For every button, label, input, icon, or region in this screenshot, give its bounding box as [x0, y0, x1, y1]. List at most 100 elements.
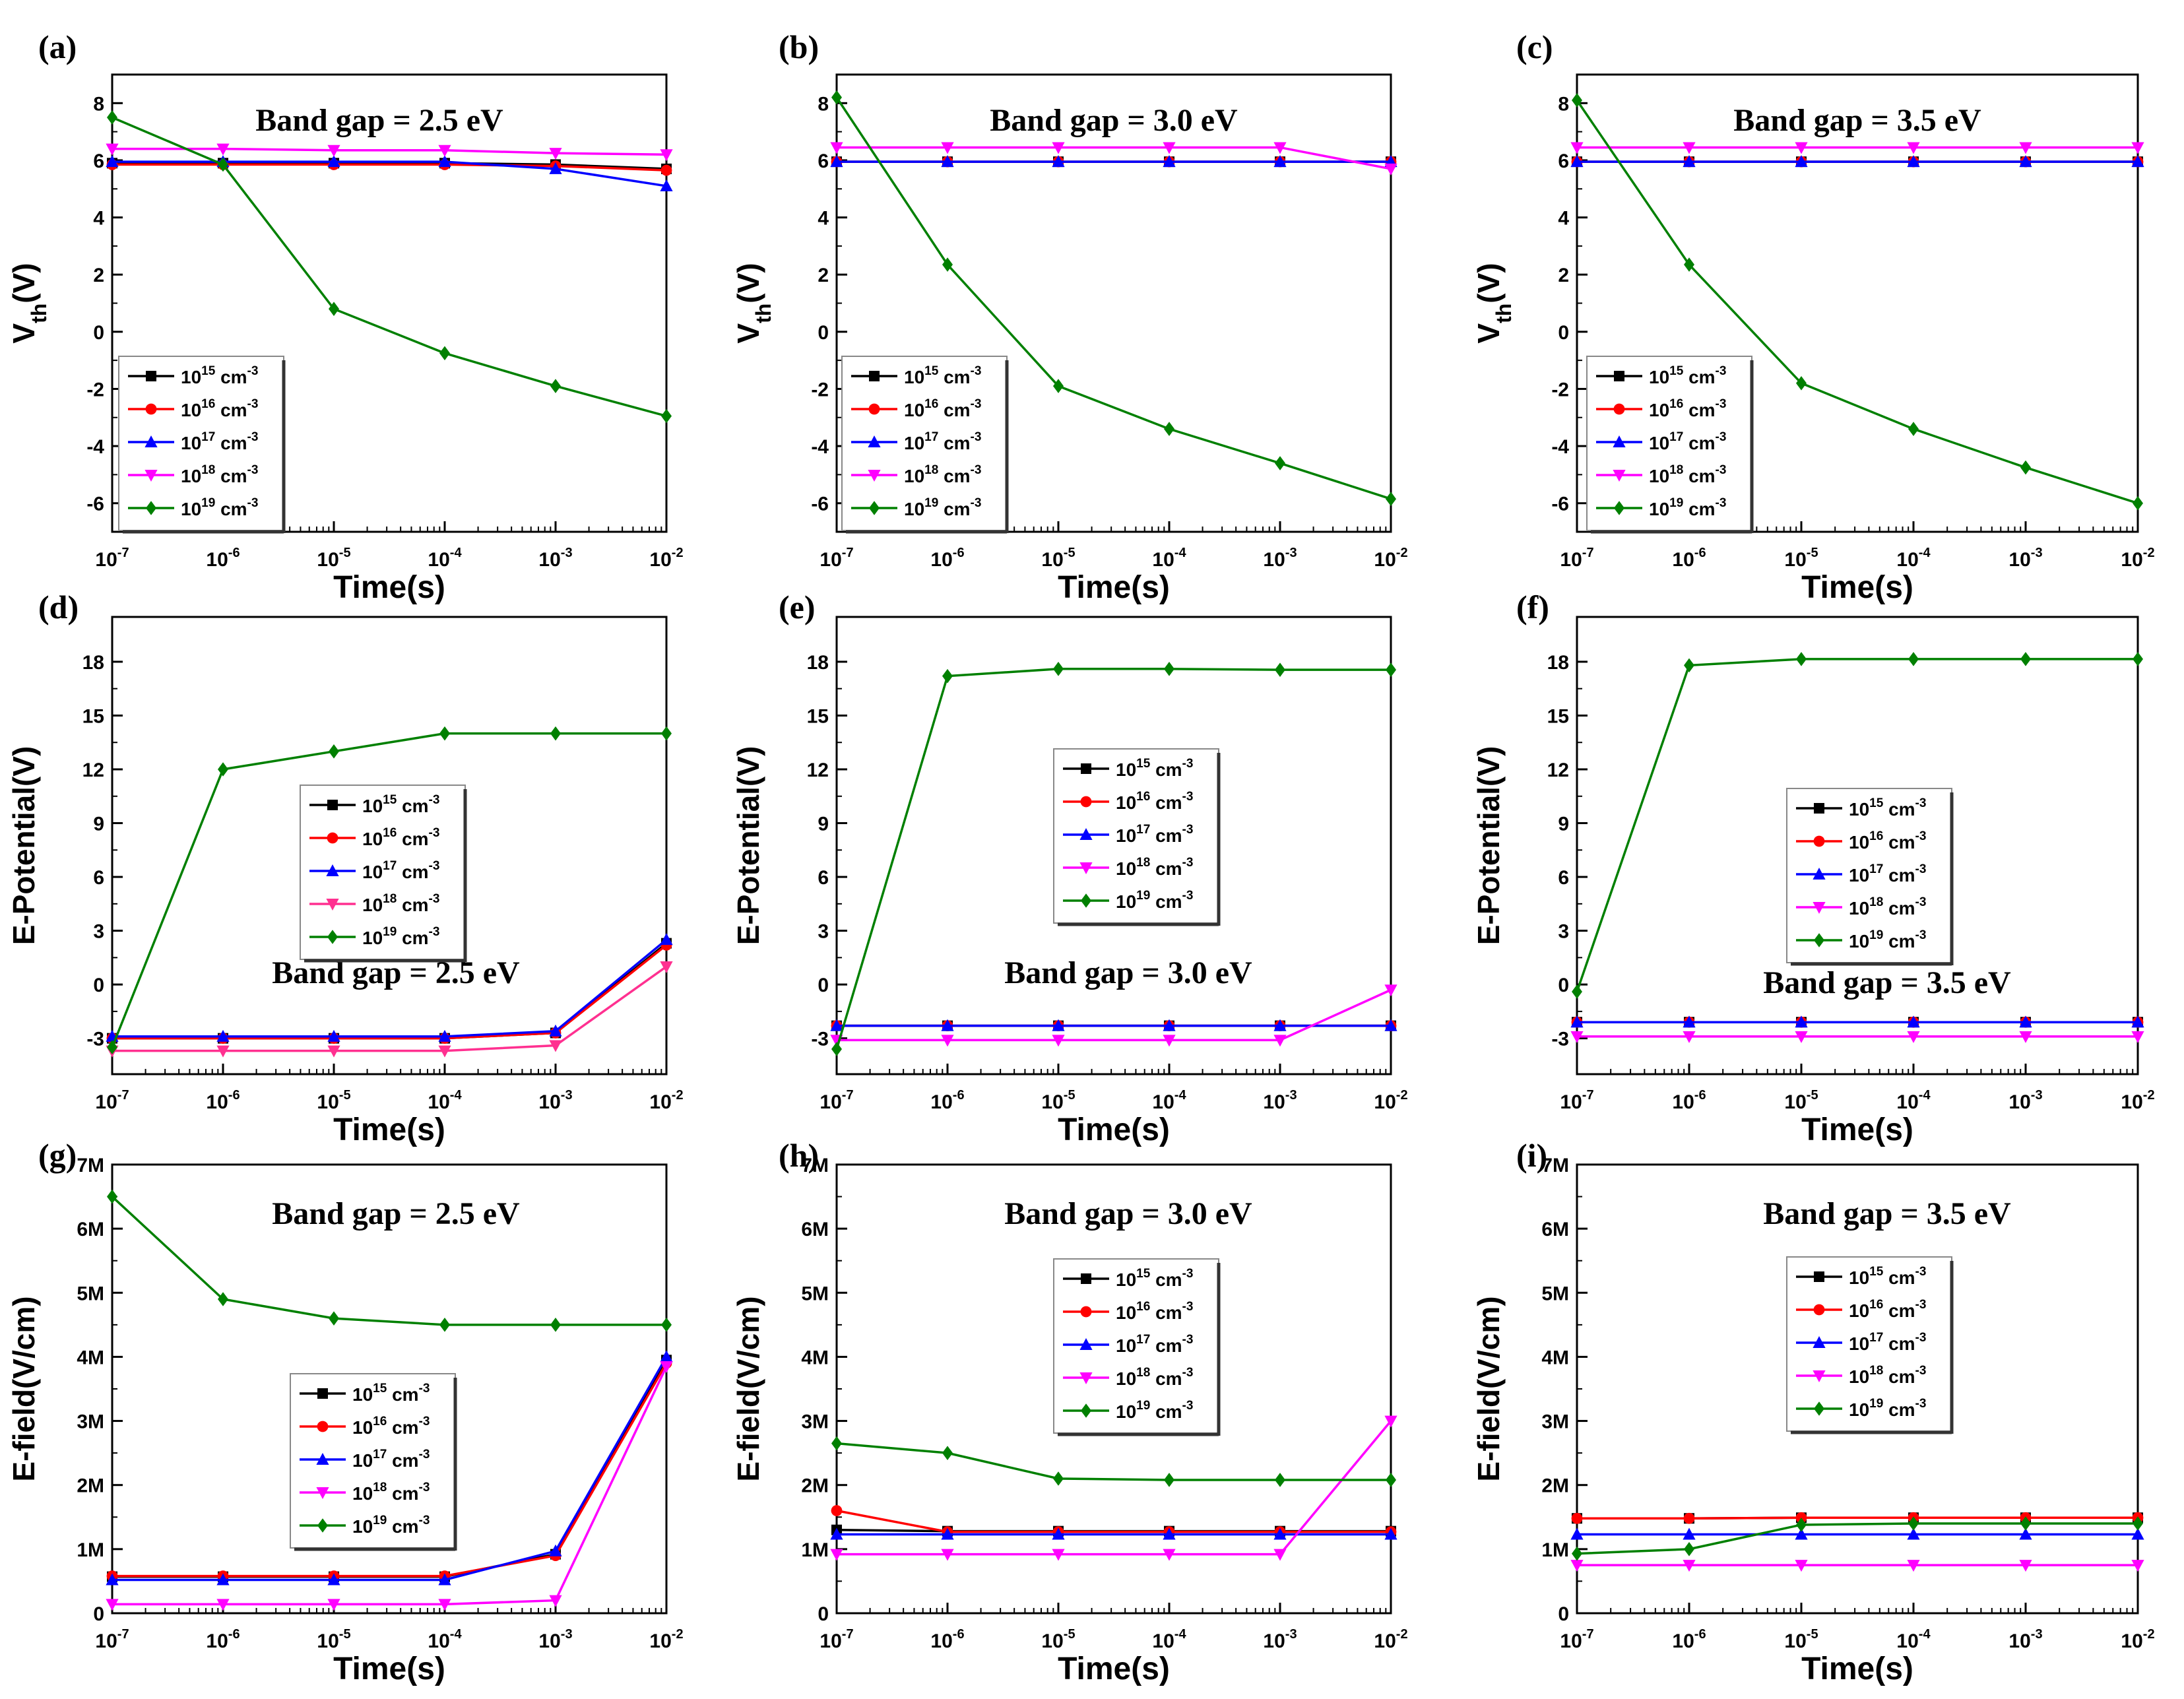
x-tick-label: 10-6: [930, 1627, 964, 1652]
y-tick-label: 6: [818, 867, 829, 889]
legend-box: [1786, 1256, 1952, 1432]
legend-marker: [1081, 893, 1091, 908]
legend-marker: [1814, 933, 1824, 947]
y-tick-label: 3: [1558, 921, 1569, 943]
data-point: [549, 148, 562, 160]
data-point: [216, 1045, 230, 1058]
data-point: [1052, 142, 1065, 154]
x-tick-label: 10-2: [649, 1627, 683, 1652]
legend-entry: 1018 cm-3: [1849, 1364, 1926, 1387]
series-1019: [107, 726, 672, 1055]
data-point: [1384, 1019, 1397, 1031]
y-tick-label: 6M: [1541, 1219, 1569, 1240]
series-line: [111, 1196, 666, 1326]
data-point: [1052, 1019, 1065, 1031]
band-gap-annotation: Band gap = 3.5 eV: [1733, 103, 1981, 138]
data-point: [2019, 1015, 2032, 1028]
data-point: [2131, 1031, 2144, 1043]
legend: 1015 cm-3 1016 cm-3 1017 cm-3 1018 cm-3 1019…: [1786, 1256, 1954, 1434]
y-axis-label: E-Potential(V): [731, 746, 765, 946]
data-point: [1386, 492, 1396, 506]
data-point: [218, 157, 228, 172]
legend-entry: 1019 cm-3: [1649, 496, 1726, 519]
chart-panel-b: 10-7 10-6 10-5 10-4 10-3 10-2 -6 -4 -2 0 2 4 6 8 Time(…: [731, 28, 1408, 605]
x-tick-label: 10-4: [428, 546, 462, 571]
data-point: [549, 1024, 562, 1037]
legend-marker: [868, 470, 881, 482]
data-point: [661, 408, 672, 424]
series-1018: [1570, 142, 2144, 154]
data-point: [2131, 1527, 2144, 1540]
y-tick-label: 0: [1558, 322, 1569, 344]
legend-marker: [327, 930, 338, 944]
legend-marker: [1814, 803, 1824, 814]
data-point: [1684, 658, 1694, 673]
x-tick-label: 10-6: [206, 546, 240, 571]
legend-entry: 1016 cm-3: [1116, 790, 1193, 813]
y-tick-label: 6: [93, 150, 104, 172]
y-tick-label: 9: [1558, 814, 1569, 835]
data-point: [438, 144, 451, 157]
series-line: [111, 732, 666, 1048]
data-point: [1908, 1516, 1919, 1531]
x-tick-label: 10-3: [1263, 1088, 1297, 1113]
data-point: [941, 1035, 954, 1047]
series-1018: [830, 142, 1397, 176]
data-point: [1053, 1471, 1064, 1486]
data-point: [106, 1599, 119, 1611]
x-tick-label: 10-5: [317, 1627, 350, 1652]
data-point: [1163, 1019, 1176, 1031]
series-line: [1576, 1522, 2138, 1555]
legend-entry: 1016 cm-3: [1849, 829, 1926, 852]
series-1019: [107, 1189, 672, 1332]
data-point: [1572, 984, 1582, 999]
y-tick-label: 5M: [77, 1283, 104, 1304]
legend-marker: [1614, 501, 1624, 515]
series-1018: [830, 1415, 1397, 1561]
y-tick-label: 8: [818, 93, 829, 115]
x-tick-label: 10-3: [2008, 1088, 2042, 1113]
data-point: [1571, 1512, 1583, 1524]
legend-entry: 1015 cm-3: [904, 364, 981, 387]
y-tick-label: -4: [1551, 436, 1569, 458]
legend-entry: 1018 cm-3: [362, 892, 439, 915]
data-point: [1386, 1473, 1396, 1487]
band-gap-annotation: Band gap = 3.0 eV: [990, 103, 1238, 138]
data-point: [1683, 155, 1696, 168]
data-point: [2020, 460, 2031, 475]
y-tick-label: 9: [93, 814, 104, 835]
chart-panel-d: 10-7 10-6 10-5 10-4 10-3 10-2 -3 0 3 6 9 12 15 18 Time…: [7, 589, 684, 1147]
data-point: [941, 1549, 954, 1561]
x-tick-label: 10-2: [2121, 1088, 2154, 1113]
data-point: [550, 726, 561, 741]
data-point: [942, 1446, 953, 1460]
legend: 1015 cm-3 1016 cm-3 1017 cm-3 1018 cm-3 1019…: [1586, 356, 1754, 534]
data-point: [327, 144, 340, 157]
legend: 1015 cm-3 1016 cm-3 1017 cm-3 1018 cm-3 1019…: [300, 785, 467, 963]
data-point: [1053, 379, 1064, 393]
series-1017: [830, 155, 1397, 168]
y-tick-label: -4: [86, 436, 104, 458]
data-point: [2019, 142, 2032, 154]
data-point: [327, 1045, 340, 1058]
panel-label: (b): [779, 28, 819, 65]
panel-label: (f): [1516, 589, 1549, 625]
data-point: [1795, 1560, 1808, 1572]
x-tick-label: 10-7: [1560, 546, 1593, 571]
series-1016: [831, 1505, 1397, 1538]
data-point: [216, 1599, 230, 1611]
x-tick-label: 10-5: [1784, 546, 1818, 571]
x-tick-label: 10-2: [1374, 1088, 1407, 1113]
data-point: [1572, 93, 1582, 108]
data-point: [1796, 652, 1807, 666]
y-tick-label: 4: [93, 208, 104, 230]
data-point: [1908, 422, 1919, 436]
legend-marker: [327, 800, 338, 810]
legend-marker: [316, 1487, 329, 1499]
legend-entry: 1015 cm-3: [1116, 1267, 1193, 1290]
chart-panel-c: 10-7 10-6 10-5 10-4 10-3 10-2 -6 -4 -2 0 2 4 6 8 Time(…: [1471, 28, 2155, 605]
legend-marker: [316, 1453, 329, 1465]
legend-entry: 1019 cm-3: [1849, 1397, 1926, 1420]
x-tick-label: 10-2: [649, 546, 683, 571]
data-point: [1052, 1035, 1065, 1047]
